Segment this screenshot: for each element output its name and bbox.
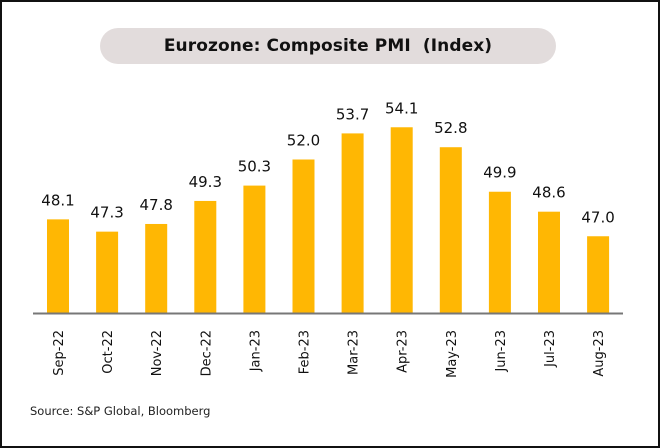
x-tick-label: Sep-22 — [52, 330, 67, 376]
x-tick-label: Feb-23 — [298, 330, 313, 374]
bars-group — [47, 127, 610, 313]
value-label: 52.0 — [287, 132, 320, 150]
value-label: 48.1 — [41, 191, 74, 209]
value-label: 47.8 — [139, 196, 172, 214]
value-labels-group: 48.1 47.3 47.8 49.3 50.3 52.0 53.7 54.1 52.8 49.9… — [41, 99, 615, 226]
bar-oct-22 — [96, 231, 119, 313]
x-tick-label: Oct-22 — [101, 330, 116, 374]
value-label: 47.3 — [90, 204, 123, 222]
x-tick-label: Jan-23 — [248, 330, 263, 372]
x-tick-label: Jul-23 — [543, 330, 558, 368]
bar-may-23 — [439, 147, 462, 313]
x-tick-label: Apr-23 — [396, 330, 411, 373]
bar-aug-23 — [587, 236, 610, 313]
value-label: 50.3 — [238, 158, 271, 176]
chart-title: Eurozone: Composite PMI (Index) — [163, 36, 493, 56]
x-tick-labels-group: Sep-22 Oct-22 Nov-22 Dec-22 Jan-23 Feb-23 Mar-… — [52, 330, 607, 378]
bar-apr-23 — [390, 127, 413, 313]
value-label: 49.9 — [483, 164, 516, 182]
bar-jun-23 — [488, 191, 511, 313]
source-note: Source: S&P Global, Bloomberg — [30, 404, 211, 418]
value-label: 52.8 — [434, 119, 467, 137]
bar-mar-23 — [341, 133, 364, 313]
x-tick-label: May-23 — [445, 330, 460, 378]
x-tick-label: Jun-23 — [494, 330, 509, 373]
bar-nov-22 — [145, 223, 168, 313]
x-tick-label: Dec-22 — [199, 330, 214, 376]
value-label: 54.1 — [385, 99, 418, 117]
value-label: 49.3 — [189, 173, 222, 191]
x-tick-label: Mar-23 — [347, 330, 362, 375]
chart-title-pill: Eurozone: Composite PMI (Index) — [100, 28, 556, 64]
value-label: 53.7 — [336, 105, 369, 123]
bar-dec-22 — [194, 200, 217, 313]
bar-jan-23 — [243, 185, 266, 313]
bar-feb-23 — [292, 159, 315, 313]
bar-sep-22 — [47, 219, 69, 313]
x-tick-label: Nov-22 — [150, 330, 165, 376]
x-tick-label: Aug-23 — [592, 330, 607, 377]
value-label: 47.0 — [581, 208, 614, 226]
bar-jul-23 — [538, 211, 560, 313]
value-label: 48.6 — [532, 184, 565, 202]
